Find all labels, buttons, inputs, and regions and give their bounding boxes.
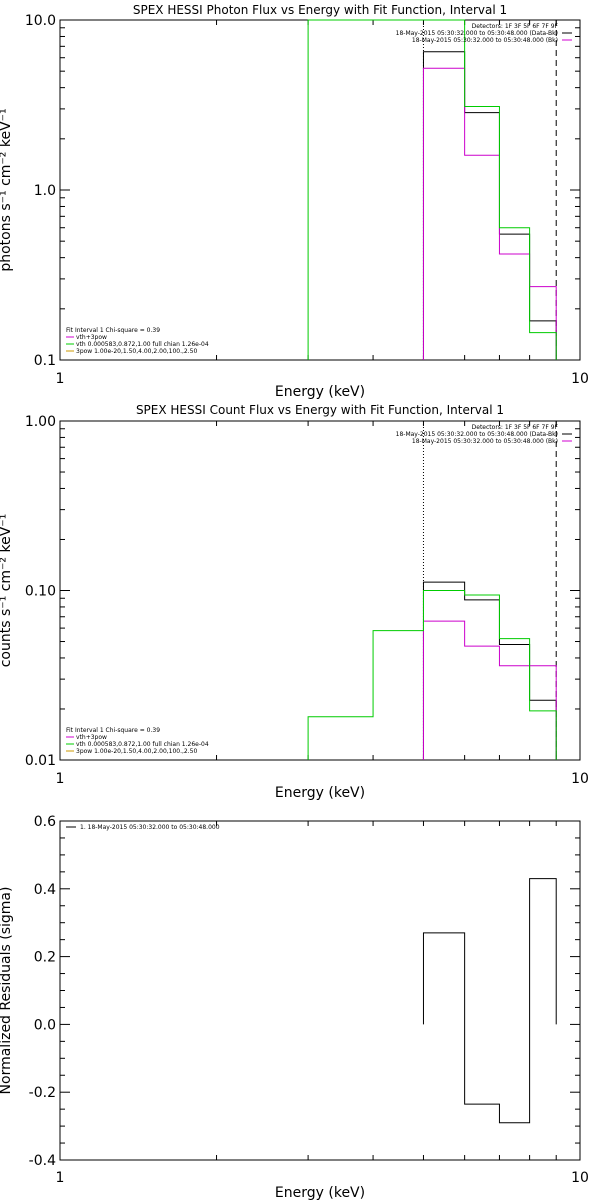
y-axis-label: photons s⁻¹ cm⁻² keV⁻¹ <box>0 108 14 271</box>
legend-text: 18-May-2015 05:30:32.000 to 05:30:48.000… <box>412 37 558 44</box>
x-tick-label: 1 <box>56 771 65 787</box>
y-tick-label: 0.4 <box>34 882 56 898</box>
x-tick-label: 1 <box>56 1170 65 1186</box>
legend-text: vth 0.000583,0.872,1.00 full chian 1.26e… <box>76 341 209 348</box>
legend-text: 3pow 1.00e-20,1.50,4.00,2.00,100.,2.50 <box>76 748 197 755</box>
y-axis-label: counts s⁻¹ cm⁻² keV⁻¹ <box>0 514 14 668</box>
y-tick-label: -0.4 <box>29 1153 56 1169</box>
y-tick-label: 0.6 <box>34 814 56 830</box>
y-tick-label: 0.1 <box>34 353 56 369</box>
series-background-path <box>422 620 557 760</box>
legend-text: 1. 18-May-2015 05:30:32.000 to 05:30:48.… <box>80 824 220 831</box>
legend-text: 18-May-2015 05:30:32.000 to 05:30:48.000… <box>412 438 558 445</box>
x-tick-label: 10 <box>571 371 589 387</box>
legend-text: vth+3pow <box>76 334 107 341</box>
legend-text: 18-May-2015 05:30:32.000 to 05:30:48.000… <box>396 30 558 37</box>
legend-text: Detectors: 1F 3F 5F 6F 7F 9F <box>472 23 559 30</box>
x-axis-label: Energy (keV) <box>275 785 365 801</box>
x-tick-label: 10 <box>571 771 589 787</box>
x-tick-label: 1 <box>56 371 65 387</box>
x-axis-label: Energy (keV) <box>275 384 365 400</box>
x-axis-label: Energy (keV) <box>275 1185 365 1200</box>
y-tick-label: 0.10 <box>25 584 56 600</box>
y-tick-label: 10.0 <box>25 13 56 29</box>
legend-text: 18-May-2015 05:30:32.000 to 05:30:48.000… <box>396 431 558 438</box>
y-tick-label: -0.2 <box>29 1085 56 1101</box>
y-tick-label: 1.00 <box>25 414 56 430</box>
legend-text: vth+3pow <box>76 734 107 741</box>
legend-text: vth 0.000583,0.872,1.00 full chian 1.26e… <box>76 741 209 748</box>
legend-text: Detectors: 1F 3F 5F 6F 7F 9F <box>472 424 559 431</box>
series-model-path <box>307 590 557 760</box>
legend-text: 3pow 1.00e-20,1.50,4.00,2.00,100.,2.50 <box>76 348 197 355</box>
y-tick-label: 0.2 <box>34 950 56 966</box>
y-axis-label: Normalized Residuals (sigma) <box>0 887 14 1095</box>
y-tick-label: 1.0 <box>34 183 56 199</box>
legend-text: Fit Interval 1 Chi-square = 0.39 <box>66 727 160 734</box>
legend-text: Fit Interval 1 Chi-square = 0.39 <box>66 327 160 334</box>
series-residuals-path <box>422 878 557 1124</box>
series-model-path <box>307 19 557 360</box>
chart-title: SPEX HESSI Photon Flux vs Energy with Fi… <box>133 3 507 17</box>
x-tick-label: 10 <box>571 1170 589 1186</box>
chart-title: SPEX HESSI Count Flux vs Energy with Fit… <box>136 403 504 417</box>
y-tick-label: 0.0 <box>34 1017 56 1033</box>
y-tick-label: 0.01 <box>25 753 56 769</box>
